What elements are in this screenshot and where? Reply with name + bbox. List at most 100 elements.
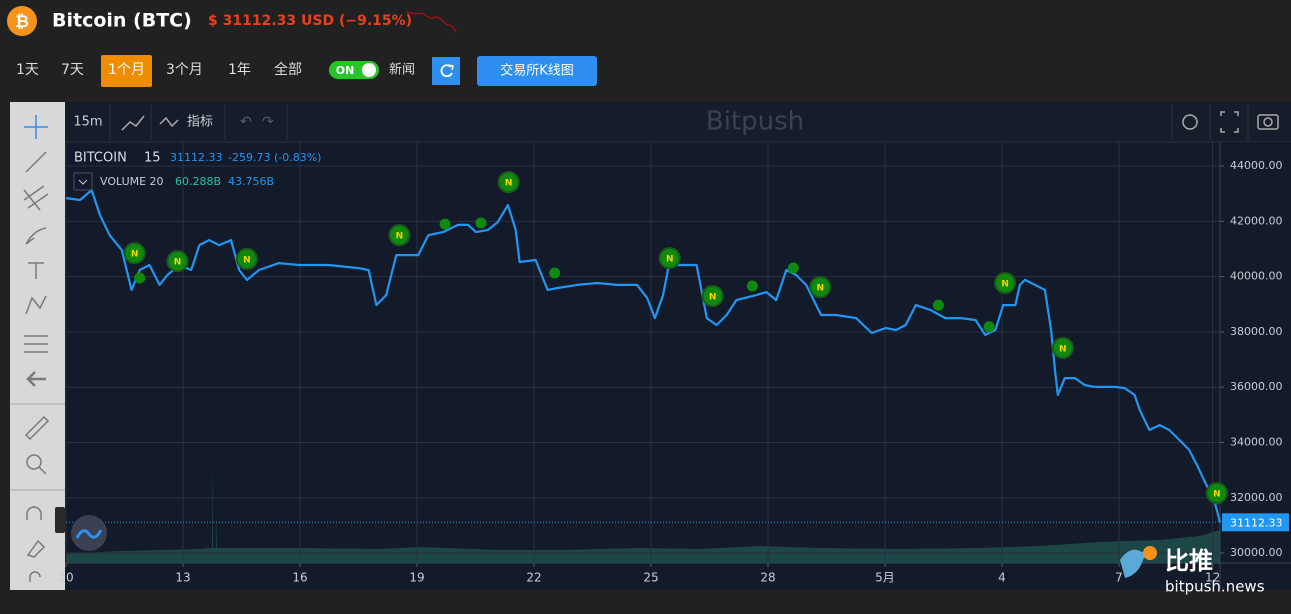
lock-tool[interactable] [29, 571, 41, 582]
range-button-bg[interactable] [101, 55, 152, 87]
undo-button[interactable]: ↶ [240, 114, 252, 130]
price-axis [1220, 142, 1291, 563]
chart-toolbar [65, 102, 1291, 142]
news-marker[interactable] [166, 250, 189, 273]
x-tick-label: 10 [58, 571, 73, 585]
news-marker[interactable] [549, 267, 561, 279]
brand-bird [1120, 548, 1150, 578]
news-marker[interactable] [235, 247, 258, 270]
x-tick-label: 28 [760, 571, 775, 585]
x-tick-label: 25 [643, 571, 658, 585]
x-tick-label: 19 [409, 571, 424, 585]
news-marker[interactable] [497, 171, 520, 194]
range-button[interactable]: 全部 [274, 61, 302, 78]
magnet-tool[interactable] [26, 506, 42, 520]
volume-area [66, 458, 1220, 563]
news-marker[interactable] [134, 272, 146, 284]
lock-drawings-tool[interactable] [26, 539, 46, 558]
news-marker[interactable] [475, 217, 487, 229]
news-marker-label: N [396, 232, 404, 242]
news-marker[interactable] [439, 218, 451, 230]
collapse-toolbar[interactable] [55, 507, 65, 533]
fib-tool[interactable] [23, 185, 49, 211]
pattern-tool[interactable] [25, 295, 47, 315]
btc-logo [7, 6, 37, 36]
news-marker[interactable] [123, 242, 146, 265]
news-marker[interactable] [932, 299, 944, 311]
volume-value-2: 43.756B [228, 175, 274, 188]
range-button[interactable]: 1个月 [108, 62, 145, 78]
measure-lines-tool[interactable] [24, 335, 48, 353]
y-tick-label: 36000.00 [1230, 380, 1283, 393]
y-tick-label: 44000.00 [1230, 159, 1283, 172]
refresh-button[interactable] [432, 57, 460, 85]
y-tick-label: 30000.00 [1230, 546, 1283, 559]
redo-button[interactable]: ↷ [262, 114, 274, 130]
plot: 30000.00 32000.00 34000.00 36000.00 38000.00… [58, 142, 1291, 588]
legend-collapse-icon [78, 179, 88, 185]
news-marker-label: N [1001, 279, 1009, 289]
news-marker-label: N [131, 250, 139, 260]
news-marker[interactable] [983, 321, 995, 333]
news-marker-label: N [709, 292, 717, 302]
text-tool[interactable] [28, 262, 44, 279]
news-marker[interactable] [787, 262, 799, 274]
fullscreen-button[interactable] [1220, 111, 1239, 133]
brush-tool[interactable] [25, 227, 47, 245]
range-button[interactable]: 1天 [16, 62, 39, 78]
news-marker[interactable] [809, 276, 832, 299]
x-tick-label: 12 [1205, 571, 1220, 585]
news-marker-label: N [816, 284, 824, 294]
btc-logo-glyph: ₿ [15, 12, 29, 32]
news-marker-label: N [243, 255, 251, 265]
price-change: $ 31112.33 USD (−9.15%) [208, 13, 412, 29]
news-marker[interactable] [1051, 336, 1074, 359]
line-tool[interactable] [25, 151, 47, 173]
y-tick-label: 32000.00 [1230, 491, 1283, 504]
news-marker[interactable] [701, 284, 724, 307]
sparkline [405, 11, 457, 33]
settings-button[interactable] [1182, 114, 1198, 130]
news-marker-label: N [1213, 490, 1221, 500]
y-tick-label: 42000.00 [1230, 214, 1283, 227]
brand-coin [1143, 546, 1157, 560]
crosshair-tool[interactable] [24, 115, 48, 139]
x-tick-label: 4 [998, 571, 1006, 585]
y-tick-label: 38000.00 [1230, 325, 1283, 338]
volume-label: VOLUME 20 [100, 175, 164, 188]
y-tick-label: 34000.00 [1230, 435, 1283, 448]
range-button[interactable]: 1年 [228, 62, 251, 78]
news-marker[interactable] [388, 224, 411, 247]
chart-type-icon[interactable] [121, 115, 145, 131]
indicators-button[interactable]: 指标 [187, 115, 213, 130]
y-tick-label: 40000.00 [1230, 270, 1283, 283]
range-button[interactable]: 7天 [61, 62, 84, 78]
news-marker[interactable] [994, 271, 1017, 294]
toggle-knob [362, 63, 376, 77]
legend-collapse[interactable] [73, 172, 93, 191]
legend-interval: 15 [144, 151, 161, 166]
news-marker[interactable] [658, 247, 681, 270]
watermark: Bitpush [706, 107, 804, 137]
news-marker-label: N [174, 258, 182, 268]
range-button[interactable]: 3个月 [166, 62, 203, 78]
snapshot-button[interactable] [1257, 114, 1279, 130]
interval-button[interactable]: 15m [73, 115, 102, 130]
title: Bitcoin (BTC) [52, 10, 192, 32]
kline-button-label: 交易所K线图 [500, 63, 574, 79]
toggle-label: ON [336, 64, 355, 77]
news-label: 新闻 [389, 62, 415, 78]
back-tool[interactable] [26, 371, 46, 387]
refresh-arrow [448, 64, 454, 71]
tv-logo-wave [75, 529, 103, 539]
news-marker[interactable] [1205, 482, 1228, 505]
news-marker[interactable] [746, 280, 758, 292]
legend-symbol: BITCOIN [74, 151, 127, 166]
snapshot-lens [1263, 117, 1273, 127]
x-tick-label: 5月 [875, 571, 895, 585]
kline-button[interactable] [477, 56, 597, 86]
zoom-tool[interactable] [26, 454, 42, 470]
ruler-tool[interactable] [24, 415, 50, 441]
